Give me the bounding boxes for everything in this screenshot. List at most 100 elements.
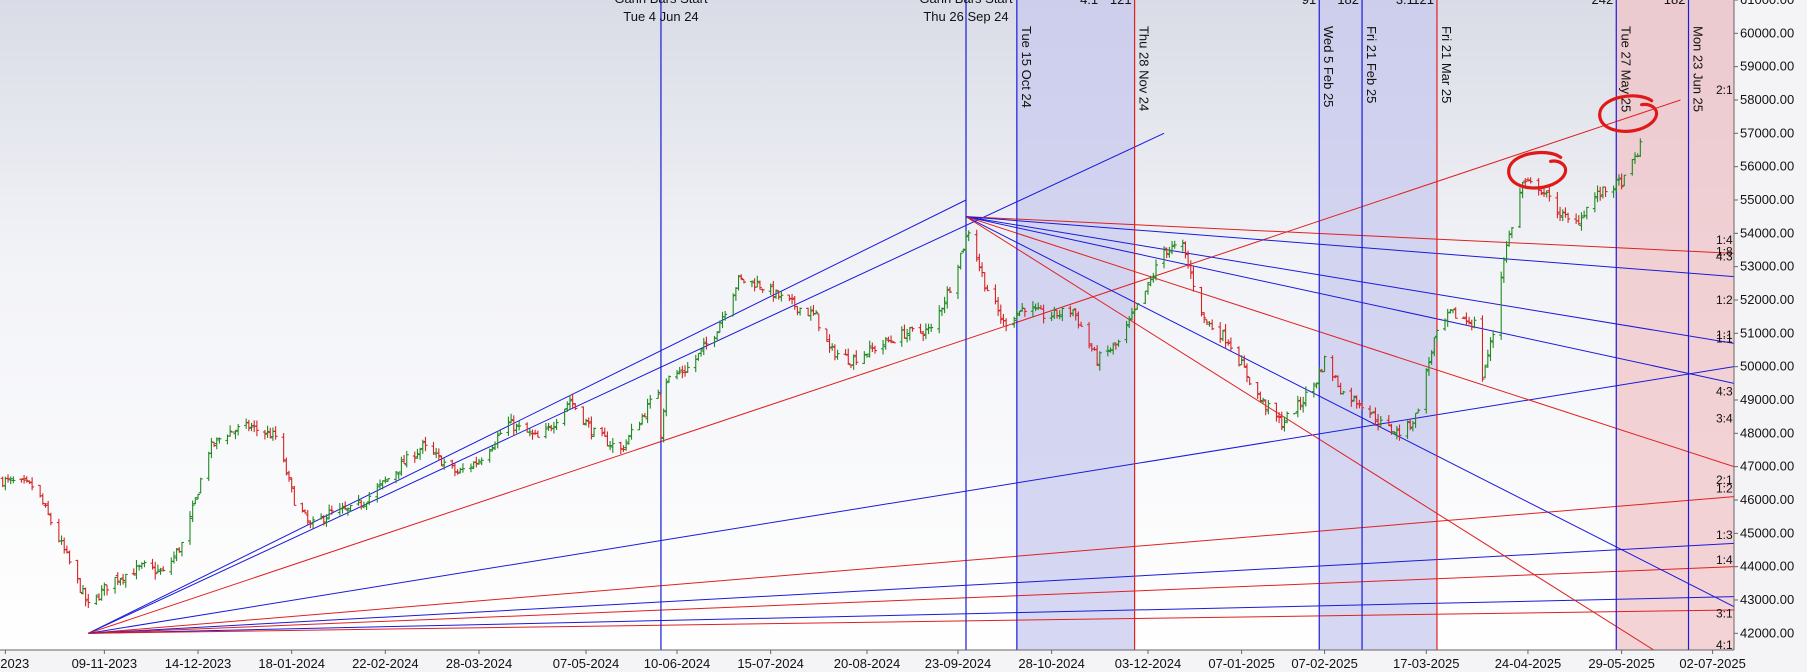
gann-fan-ray — [88, 199, 967, 634]
x-tick-label: 18-01-2024 — [258, 656, 325, 671]
price-axis-panel[interactable] — [1734, 0, 1807, 672]
ray-ratio-label: 1:2 — [1716, 481, 1733, 495]
ohlc-bar — [174, 548, 179, 562]
ohlc-bar — [1544, 190, 1549, 198]
ohlc-bar — [399, 456, 404, 476]
shaded-zone — [1319, 0, 1437, 650]
ohlc-bar — [958, 252, 963, 270]
ohlc-bar — [1255, 382, 1260, 399]
x-tick-label: 17-03-2025 — [1393, 656, 1460, 671]
ohlc-bar — [121, 573, 126, 585]
ohlc-bar — [1022, 307, 1027, 317]
ohlc-bar — [683, 365, 688, 377]
ohlc-bar — [442, 458, 447, 470]
ohlc-bar — [1317, 367, 1322, 388]
ohlc-bar — [479, 457, 484, 466]
ohlc-bar — [1071, 309, 1076, 317]
time-axis-panel[interactable] — [0, 650, 1734, 672]
bar-count-label: 121 — [1412, 0, 1434, 7]
ohlc-bar — [284, 457, 289, 476]
gann-fan-ray — [88, 596, 1734, 634]
ohlc-bar — [1191, 266, 1196, 292]
ohlc-bar — [1242, 355, 1247, 368]
ohlc-bar — [474, 456, 479, 468]
ohlc-bar — [196, 493, 201, 500]
ohlc-bar — [476, 458, 481, 465]
ohlc-bar — [1397, 424, 1402, 441]
ohlc-bar — [340, 502, 345, 514]
ohlc-bar — [1164, 247, 1169, 259]
ohlc-bar — [1204, 319, 1209, 325]
ohlc-bar — [1539, 189, 1544, 196]
ohlc-bar — [648, 395, 653, 409]
ohlc-bar — [396, 471, 401, 480]
x-tick-label: 20-08-2024 — [834, 656, 901, 671]
bar-count-label: 91 — [1302, 0, 1316, 7]
ray-ratio-label: 3:4 — [1716, 411, 1733, 425]
ohlc-bar — [835, 349, 840, 360]
ohlc-bar — [359, 499, 364, 510]
ohlc-bar — [830, 343, 835, 351]
date-marker-label: Tue 15 Oct 24 — [1019, 26, 1034, 108]
ohlc-bar — [1542, 187, 1547, 197]
ohlc-bar — [46, 500, 51, 516]
ohlc-bar — [487, 448, 492, 463]
ohlc-bar — [905, 328, 910, 343]
ray-ratio-label: 1:2 — [1716, 293, 1733, 307]
ohlc-bar — [356, 494, 361, 506]
ohlc-bar — [383, 476, 388, 484]
ray-ratio-label: 1:8 — [1716, 245, 1733, 259]
x-tick-label: 23-09-2024 — [925, 656, 992, 671]
ohlc-bar — [131, 568, 136, 576]
ohlc-bar — [1170, 241, 1175, 255]
ohlc-bar — [699, 348, 704, 357]
ohlc-bar — [300, 502, 305, 513]
ohlc-bar — [1311, 382, 1316, 398]
ohlc-bar — [40, 493, 45, 505]
annotation-circle — [1598, 94, 1659, 133]
ohlc-bar — [1352, 395, 1357, 402]
ohlc-bar — [1004, 318, 1009, 332]
ohlc-bar — [996, 297, 1001, 316]
ohlc-bar — [1598, 186, 1603, 201]
x-tick-label: 02-07-2025 — [1679, 656, 1746, 671]
ohlc-bar — [86, 594, 91, 609]
ohlc-bar — [808, 306, 813, 321]
gann-fan-ray — [965, 216, 1734, 468]
ohlc-bar — [776, 290, 781, 300]
ohlc-bar — [1566, 212, 1571, 223]
ohlc-bar — [281, 433, 286, 463]
ohlc-bar — [942, 296, 947, 314]
price-axis: 42000.00 43000.00 44000.00 45000.00 46000.00… — [1734, 0, 1794, 640]
ray-ratio-label: 1:4 — [1716, 553, 1733, 567]
ohlc-bar — [287, 470, 291, 482]
ohlc-bar — [581, 406, 586, 425]
ohlc-bar — [1266, 399, 1271, 415]
ohlc-bar — [637, 421, 642, 431]
ohlc-bar — [1188, 260, 1193, 279]
ohlc-bar — [1052, 306, 1057, 320]
ohlc-bar — [1239, 355, 1244, 366]
ohlc-bar — [1057, 310, 1062, 320]
ohlc-bar — [1162, 246, 1167, 269]
ohlc-bar — [249, 422, 254, 432]
ohlc-bar — [99, 585, 104, 601]
ohlc-bar — [1517, 187, 1522, 229]
ohlc-bar — [1509, 227, 1514, 239]
x-tick-label: 29-05-2025 — [1588, 656, 1655, 671]
ohlc-bar — [1124, 320, 1129, 344]
y-tick-label: 46000.00 — [1740, 492, 1794, 507]
ohlc-bar — [1480, 315, 1485, 382]
gann-fan-ray — [965, 216, 1734, 278]
ohlc-bar — [755, 275, 760, 288]
ohlc-bar — [966, 230, 971, 242]
ohlc-bar — [1472, 316, 1477, 329]
ohlc-bar — [1504, 241, 1509, 263]
ohlc-bar — [1376, 414, 1381, 431]
gann-fan-ray — [965, 216, 1734, 344]
ohlc-bar — [1105, 345, 1110, 357]
gann-fan-ray — [88, 99, 1681, 634]
top-date-labels: Gann Bars Start Tue 4 Jun 24 Gann Bars Sta… — [614, 0, 1705, 112]
ohlc-bar — [736, 274, 741, 291]
